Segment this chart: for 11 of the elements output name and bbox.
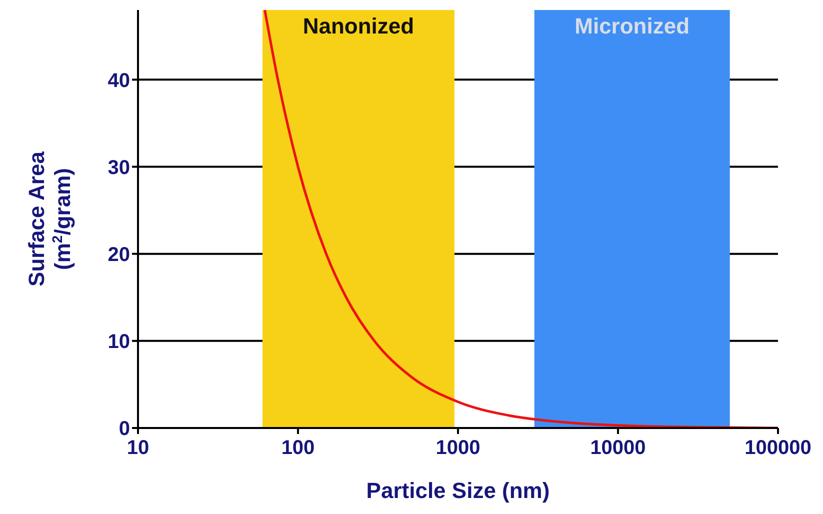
x-tick-label: 100000 [744, 437, 812, 460]
y-tick-label: 10 [108, 331, 130, 354]
band-label: Micronized [574, 14, 690, 39]
y-tick-label: 20 [108, 244, 130, 266]
band-label: Nanonized [302, 14, 414, 39]
x-tick-label: 10000 [590, 437, 646, 460]
x-tick-label: 100 [281, 437, 315, 460]
y-tick-label: 30 [108, 156, 130, 179]
y-tick-label: 40 [108, 70, 130, 92]
x-axis-title: Particle Size (nm) [366, 478, 550, 503]
x-tick-label: 1000 [436, 437, 480, 460]
